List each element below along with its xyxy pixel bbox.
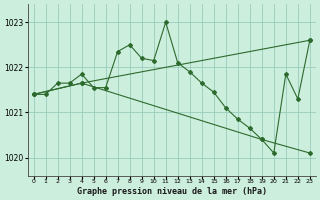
X-axis label: Graphe pression niveau de la mer (hPa): Graphe pression niveau de la mer (hPa)	[77, 187, 267, 196]
